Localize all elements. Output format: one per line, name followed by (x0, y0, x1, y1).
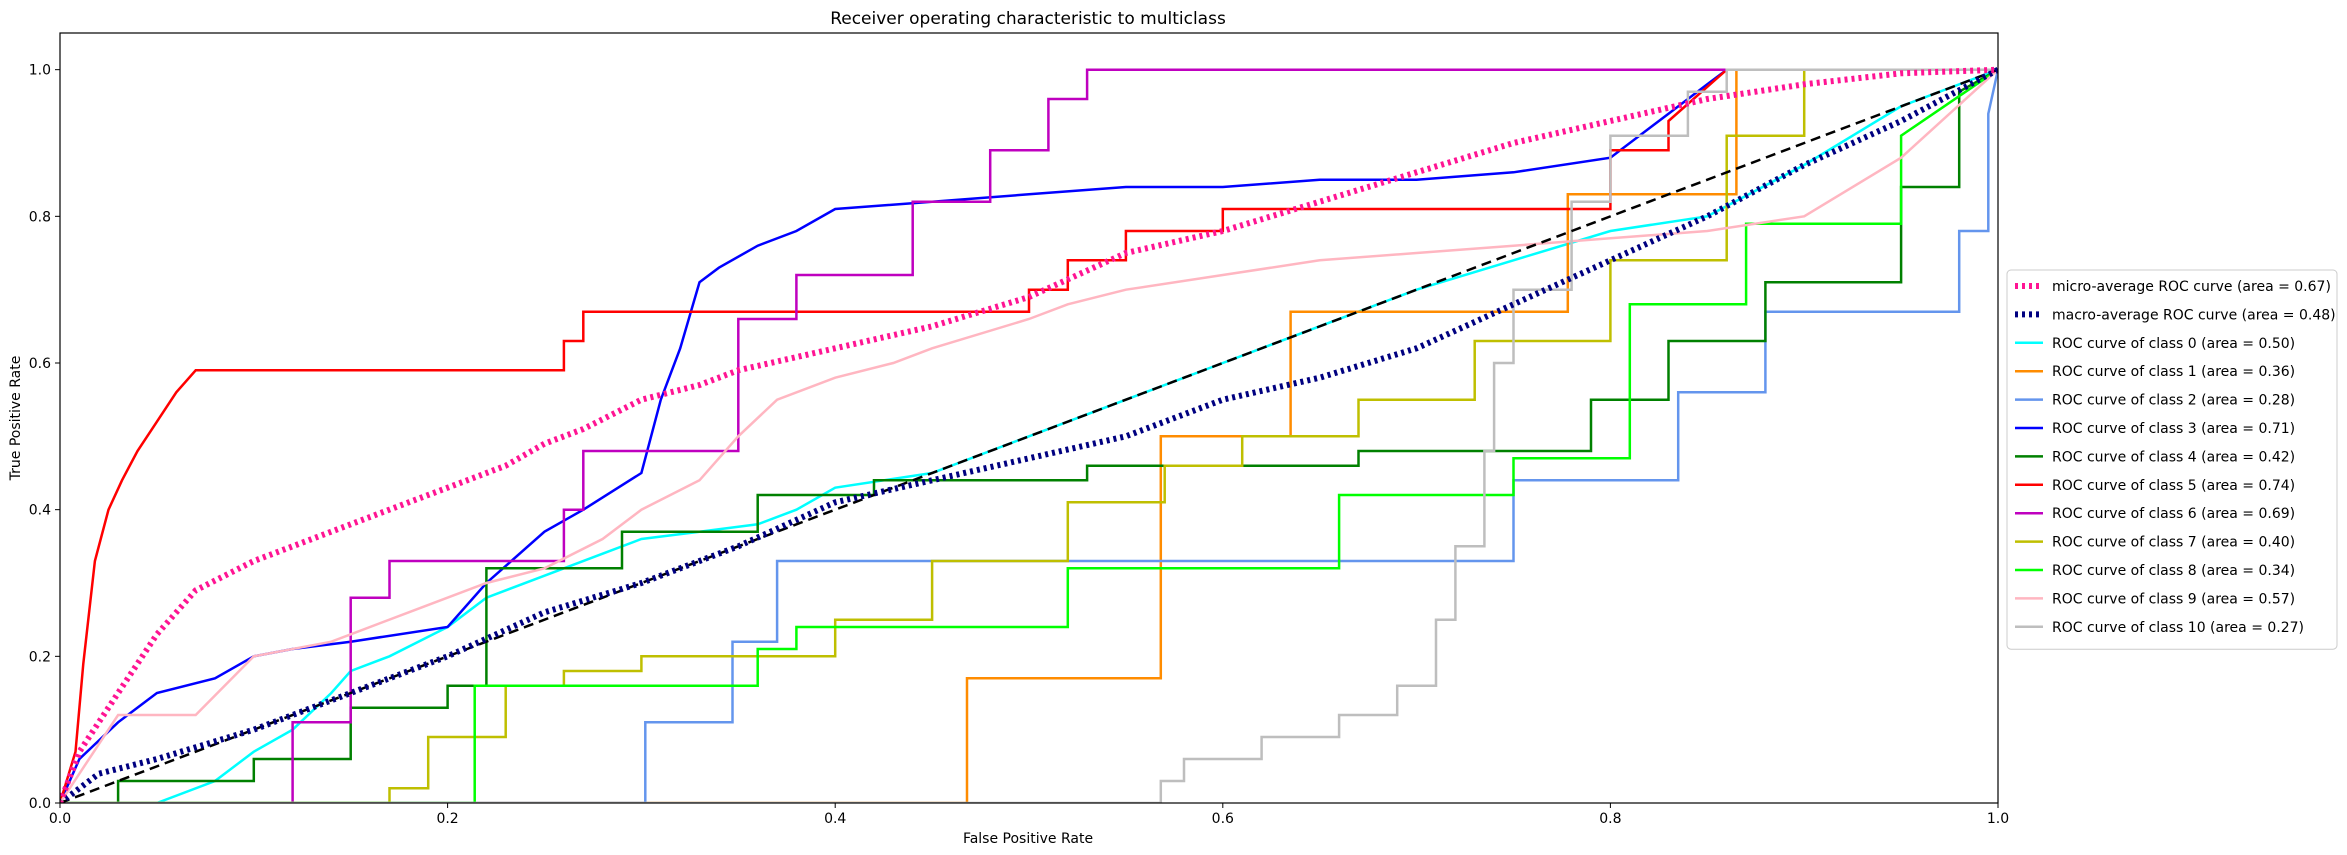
roc-curve-series-8 (60, 68, 1998, 803)
legend-label: macro-average ROC curve (area = 0.48) (2052, 307, 2336, 323)
x-tick-label: 0.0 (49, 811, 71, 827)
y-tick-label: 0.8 (29, 209, 51, 225)
y-tick-label: 0.6 (29, 356, 51, 372)
x-axis: 0.0 0.2 0.4 0.6 0.8 1.0 (49, 803, 2009, 827)
legend-label: ROC curve of class 10 (area = 0.27) (2052, 620, 2304, 636)
roc-curve-series-10 (60, 68, 1998, 803)
chart-title: Receiver operating characteristic to mul… (830, 9, 1226, 29)
y-tick-label: 0.4 (29, 503, 51, 519)
legend-label: micro-average ROC curve (area = 0.67) (2052, 279, 2331, 295)
legend-label: ROC curve of class 1 (area = 0.36) (2052, 364, 2295, 380)
roc-curve-series-11 (60, 68, 1998, 803)
chance-diagonal-line (60, 68, 1998, 803)
roc-curve-series-12 (60, 68, 1998, 803)
legend-label: ROC curve of class 3 (area = 0.71) (2052, 421, 2295, 437)
y-tick-label: 1.0 (29, 63, 51, 79)
legend-label: ROC curve of class 6 (area = 0.69) (2052, 506, 2295, 522)
roc-curve-series-9 (60, 68, 1998, 803)
x-axis-label: False Positive Rate (963, 831, 1093, 847)
legend-label: ROC curve of class 8 (area = 0.34) (2052, 563, 2295, 579)
x-tick-label: 0.8 (1599, 811, 1621, 827)
legend-label: ROC curve of class 7 (area = 0.40) (2052, 535, 2295, 551)
legend-label: ROC curve of class 2 (area = 0.28) (2052, 393, 2295, 409)
legend-box (2006, 269, 2338, 650)
legend-label: ROC curve of class 4 (area = 0.42) (2052, 449, 2295, 465)
y-axis-label: True Positive Rate (8, 356, 24, 482)
y-axis: 0.0 0.2 0.4 0.6 0.8 1.0 (29, 63, 60, 812)
legend-label: ROC curve of class 5 (area = 0.74) (2052, 478, 2295, 494)
roc-curve-series-1 (60, 67, 1998, 803)
y-tick-label: 0.0 (29, 796, 51, 812)
x-tick-label: 0.4 (824, 811, 846, 827)
legend: micro-average ROC curve (area = 0.67) mac… (2006, 269, 2338, 650)
roc-curve-series-4 (60, 69, 1998, 803)
curves-group (60, 66, 1998, 803)
roc-curve-series-6 (60, 68, 1998, 803)
roc-curve-series-0 (60, 66, 1998, 803)
x-tick-label: 0.2 (436, 811, 458, 827)
x-tick-label: 0.6 (1212, 811, 1234, 827)
legend-label: ROC curve of class 0 (area = 0.50) (2052, 336, 2295, 352)
x-tick-label: 1.0 (1987, 811, 2009, 827)
y-tick-label: 0.2 (29, 649, 51, 665)
legend-label: ROC curve of class 9 (area = 0.57) (2052, 591, 2295, 607)
plot-frame (59, 32, 1999, 804)
